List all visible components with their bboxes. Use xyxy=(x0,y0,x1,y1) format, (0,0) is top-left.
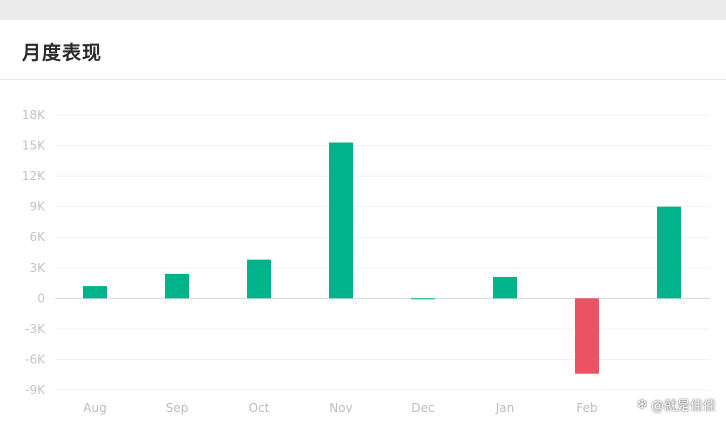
bar-mar xyxy=(657,206,681,299)
y-tick-label: 15K xyxy=(22,139,46,153)
x-category-label: Feb xyxy=(576,401,597,415)
y-tick-label: -9K xyxy=(25,383,46,397)
x-category-label: Oct xyxy=(249,401,270,415)
bar-aug xyxy=(83,286,107,299)
bar-feb xyxy=(575,298,599,374)
bar-nov xyxy=(329,142,353,299)
bar-dec xyxy=(411,298,435,300)
y-tick-label: 9K xyxy=(29,200,46,214)
y-axis-ticks: -9K -6K -3K 0 3K 6K 9K 12K 15K 18K xyxy=(22,108,46,397)
bar-jan xyxy=(493,276,517,299)
y-tick-label: 0 xyxy=(37,291,45,305)
bar-oct xyxy=(247,259,271,299)
card-title: 月度表现 xyxy=(22,42,103,64)
x-category-label: Nov xyxy=(329,401,352,415)
x-axis-labels: Aug Sep Oct Nov Dec Jan Feb xyxy=(83,401,597,415)
y-tick-label: 3K xyxy=(29,261,46,275)
watermark-text: @就是佳佳 xyxy=(650,399,716,414)
grid-lines xyxy=(55,114,710,391)
chart-card: 月度表现 xyxy=(0,20,726,435)
x-category-label: Jan xyxy=(495,401,515,415)
y-tick-label: 12K xyxy=(22,169,46,183)
x-category-label: Sep xyxy=(166,401,189,415)
bars xyxy=(83,142,681,374)
y-tick-label: 18K xyxy=(22,108,46,122)
y-tick-label: -3K xyxy=(25,322,46,336)
title-divider xyxy=(0,79,726,80)
x-category-label: Aug xyxy=(83,401,106,415)
weibo-logo-icon: ❄ xyxy=(636,396,648,413)
x-category-label: Dec xyxy=(411,401,434,415)
bar-sep xyxy=(165,273,189,299)
y-tick-label: 6K xyxy=(29,230,46,244)
top-strip xyxy=(0,0,726,20)
y-tick-label: -6K xyxy=(25,352,46,366)
watermark: ❄ @就是佳佳 xyxy=(636,395,716,415)
